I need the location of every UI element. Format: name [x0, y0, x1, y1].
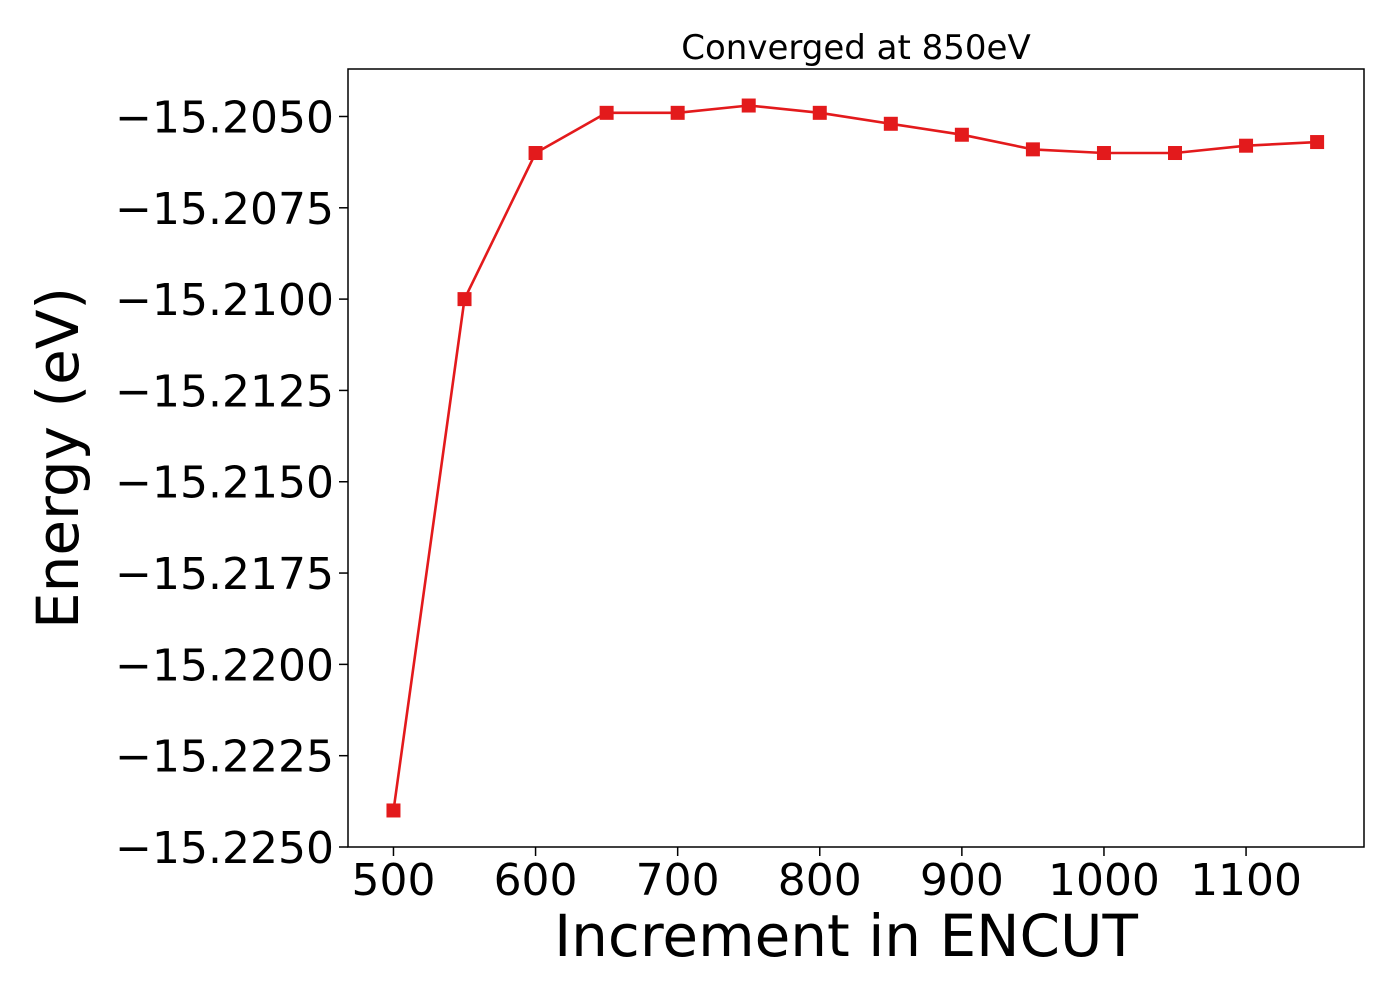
- x-tick-label: 500: [351, 855, 435, 906]
- y-tick-label: −15.2075: [115, 184, 334, 235]
- plot-area: [386, 98, 1325, 818]
- x-axis: 500 600 700 800 900 1000 1100: [351, 847, 1302, 906]
- data-point-marker: [1239, 138, 1254, 153]
- data-point-marker: [1310, 135, 1325, 150]
- y-tick-label: −15.2250: [115, 823, 334, 874]
- y-axis: −15.2050 −15.2075 −15.2100 −15.2125 −15.2150…: [115, 92, 348, 874]
- y-axis-title: Energy (eV): [24, 287, 92, 629]
- x-axis-title: Increment in ENCUT: [554, 902, 1138, 970]
- y-tick-label: −15.2175: [115, 549, 334, 600]
- x-tick-label: 700: [636, 855, 720, 906]
- data-point-marker: [457, 292, 472, 307]
- y-tick-label: −15.2200: [115, 640, 334, 691]
- data-point-marker: [1168, 146, 1183, 161]
- data-point-marker: [883, 116, 898, 131]
- x-tick-label: 1100: [1190, 855, 1302, 906]
- y-tick-label: −15.2125: [115, 366, 334, 417]
- x-tick-label: 600: [494, 855, 578, 906]
- y-tick-label: −15.2225: [115, 732, 334, 783]
- x-tick-label: 900: [920, 855, 1004, 906]
- data-point-marker: [528, 146, 543, 161]
- data-point-marker: [599, 105, 614, 120]
- plot-frame: [347, 68, 1365, 848]
- data-point-marker: [1096, 146, 1111, 161]
- data-point-marker: [812, 105, 827, 120]
- data-point-marker: [1025, 142, 1040, 157]
- data-point-marker: [741, 98, 756, 113]
- data-point-marker: [954, 127, 969, 142]
- chart-title: Converged at 850eV: [681, 28, 1030, 68]
- y-tick-label: −15.2100: [115, 275, 334, 326]
- data-point-marker: [386, 803, 401, 818]
- y-tick-label: −15.2050: [115, 92, 334, 143]
- data-point-marker: [670, 105, 685, 120]
- series-line: [392, 104, 1318, 811]
- x-tick-label: 1000: [1048, 855, 1160, 906]
- y-tick-label: −15.2150: [115, 458, 334, 509]
- x-tick-label: 800: [778, 855, 862, 906]
